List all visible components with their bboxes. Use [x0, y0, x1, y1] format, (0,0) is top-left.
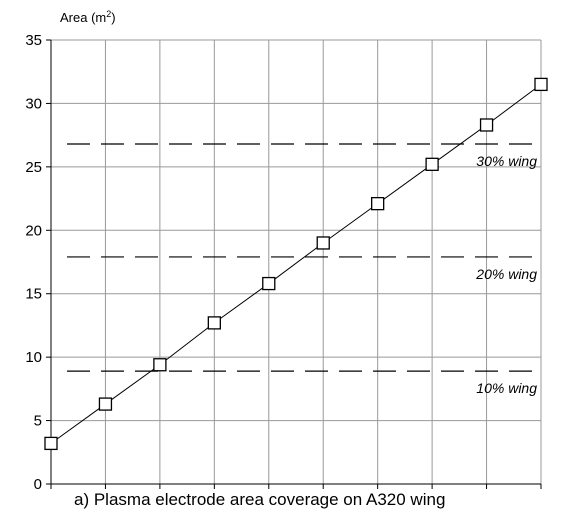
- y-tick-label: 5: [34, 413, 42, 430]
- data-point: [44, 436, 58, 451]
- series-line: [50, 83, 542, 444]
- series: [44, 77, 548, 451]
- grid: [51, 39, 542, 484]
- data-point: [479, 118, 494, 132]
- y-tick-label: 0: [34, 476, 42, 493]
- y-tick-label: 20: [25, 222, 42, 239]
- data-point: [262, 276, 276, 291]
- y-tick-label: 35: [25, 32, 42, 49]
- data-point: [153, 358, 167, 372]
- data-point: [371, 196, 385, 211]
- y-tick-label: 10: [25, 349, 42, 366]
- y-tick-labels: 0 5 10 15 20 25 30 35: [25, 32, 42, 493]
- chart-caption: a) Plasma electrode area coverage on A32…: [74, 490, 445, 509]
- reference-line-label: 30% wing: [476, 153, 537, 169]
- data-point: [534, 77, 548, 92]
- data-point: [425, 157, 439, 171]
- y-tick-label: 25: [25, 159, 42, 176]
- data-point: [316, 236, 330, 250]
- reference-line-label: 20% wing: [475, 266, 537, 282]
- reference-line-label: 10% wing: [476, 380, 537, 396]
- axes: [46, 39, 542, 489]
- y-axis-label: Area (m2): [60, 9, 116, 25]
- data-point: [207, 316, 221, 330]
- data-point: [98, 397, 113, 411]
- y-tick-label: 15: [25, 286, 42, 303]
- y-tick-label: 30: [25, 95, 42, 112]
- reference-lines: 30% wing 20% wing 10% wing: [67, 143, 537, 396]
